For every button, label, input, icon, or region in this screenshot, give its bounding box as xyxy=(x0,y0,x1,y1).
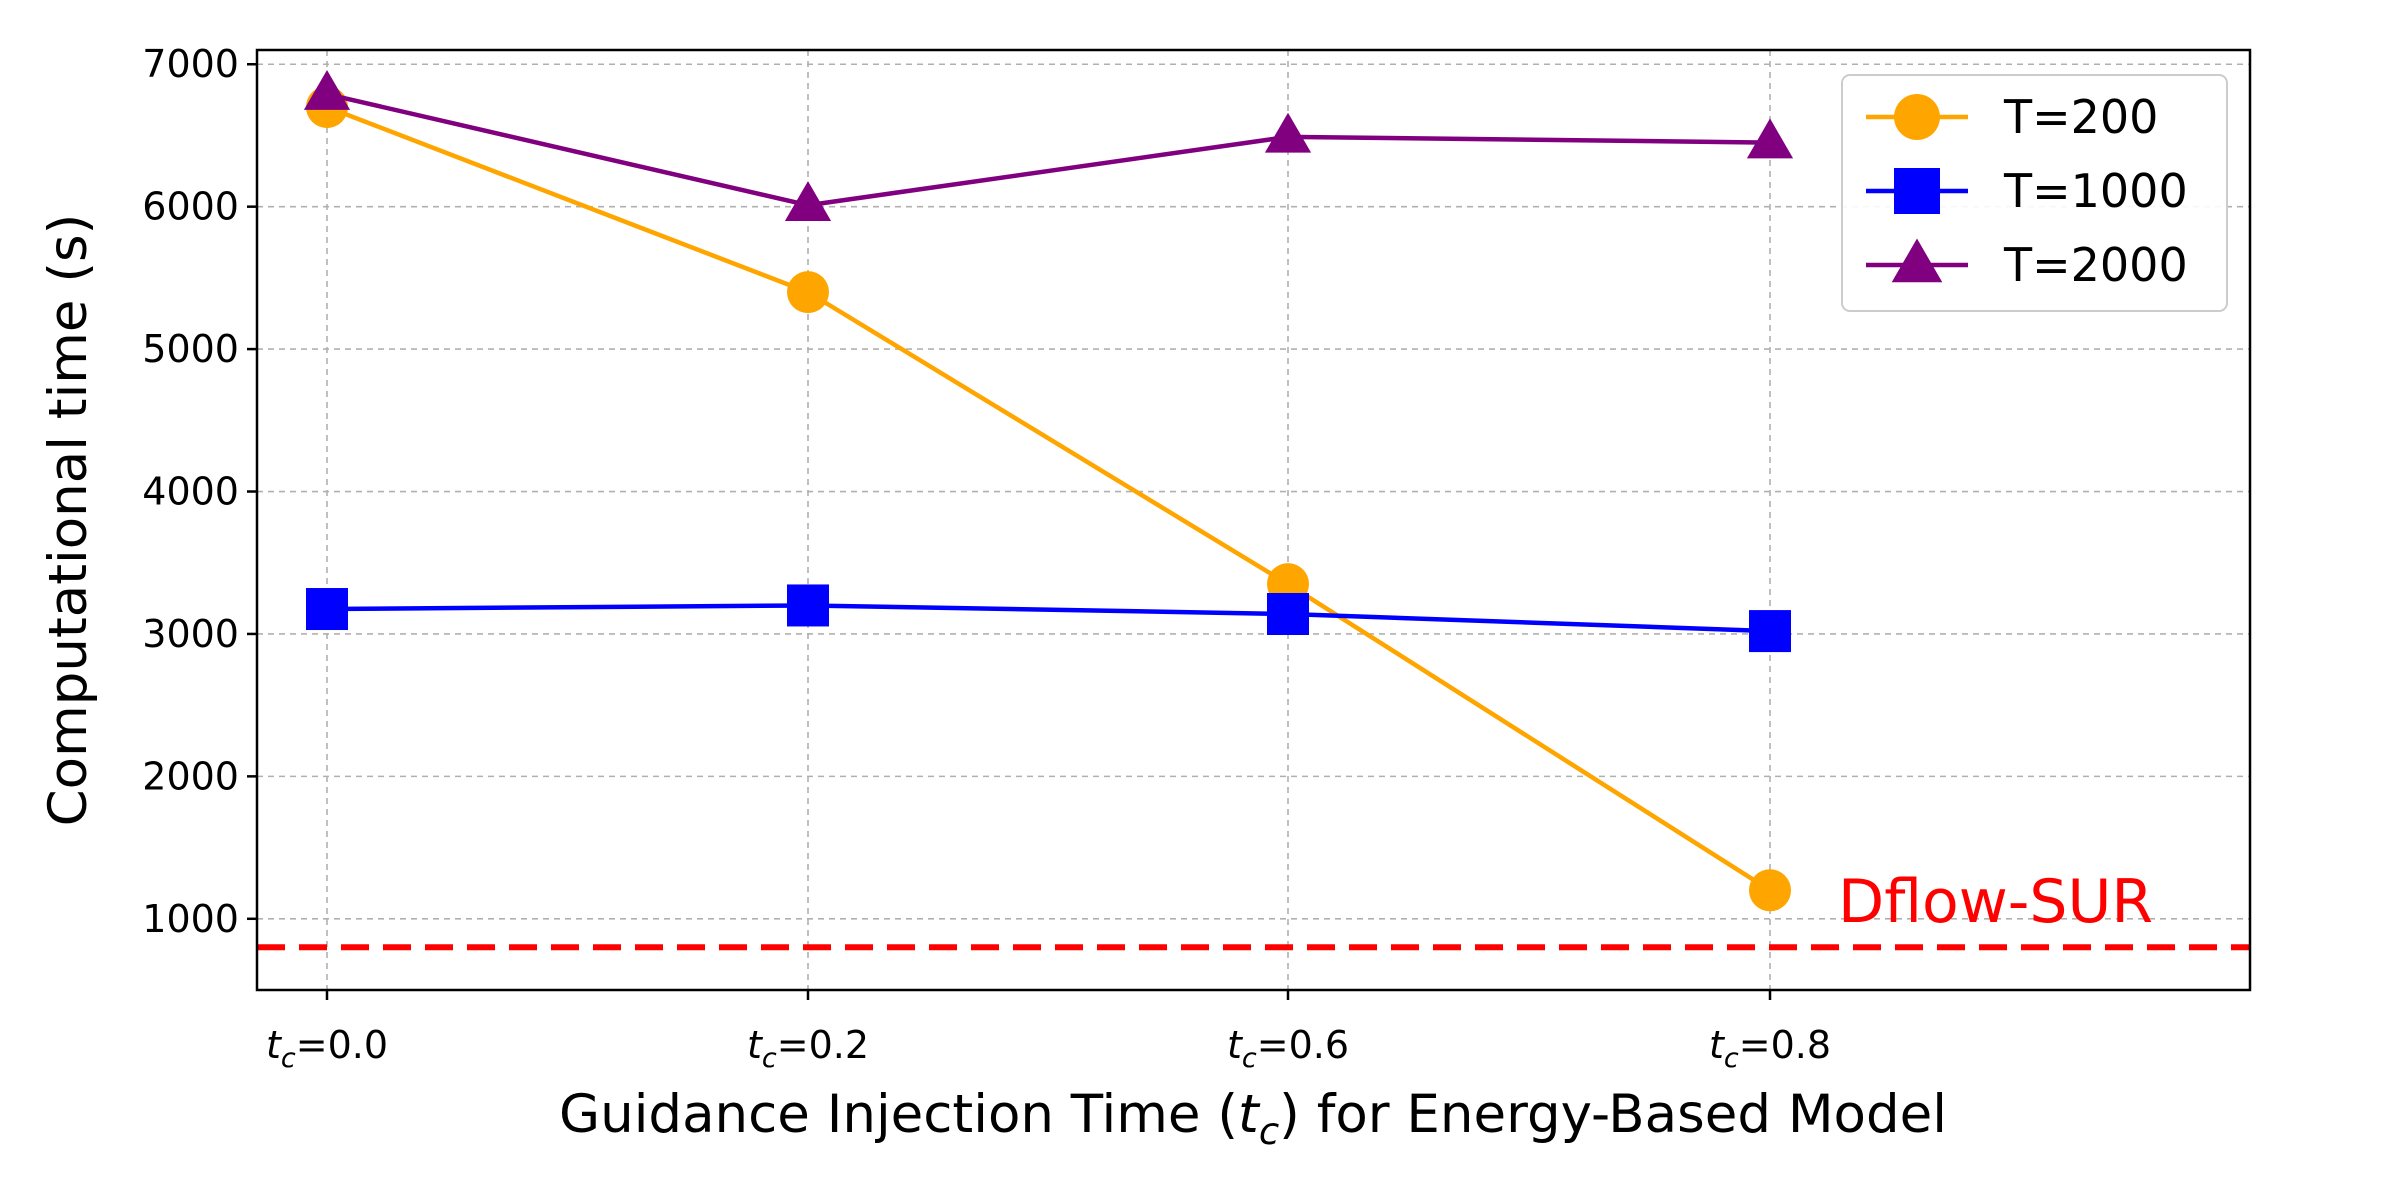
x-tick-label: tc=0.2 xyxy=(747,1023,869,1074)
x-tick-label: tc=0.6 xyxy=(1227,1023,1349,1074)
reference-line-label: Dflow-SUR xyxy=(1838,867,2153,937)
data-point-marker xyxy=(303,70,351,110)
data-point-marker xyxy=(784,181,832,221)
data-point-marker xyxy=(1264,112,1312,153)
series-group xyxy=(303,70,1794,912)
y-tick-label: 1000 xyxy=(142,897,239,941)
y-tick-label: 6000 xyxy=(142,185,239,229)
legend-entry: T=2000 xyxy=(1866,238,2188,292)
series-t-2000 xyxy=(303,70,1794,221)
legend-frame xyxy=(1841,74,2228,312)
y-axis-title: Computational time (s) xyxy=(38,214,99,827)
legend-entry: T=200 xyxy=(1866,90,2158,144)
x-tick-label: tc=0.8 xyxy=(1709,1023,1831,1074)
data-point-marker xyxy=(787,271,829,314)
x-axis-title: Guidance Injection Time (tc) for Energy-… xyxy=(559,1084,1947,1153)
y-tick-label: 4000 xyxy=(142,470,239,514)
series-t-200 xyxy=(306,85,1791,912)
series-t-1000 xyxy=(306,584,1791,653)
x-tick-label: tc=0.0 xyxy=(266,1023,388,1074)
plot-area-frame xyxy=(255,48,2252,992)
series-line xyxy=(326,603,1771,634)
series-line xyxy=(326,104,1772,893)
y-tick-label: 7000 xyxy=(142,42,239,86)
legend-marker xyxy=(1894,94,1940,140)
data-point-marker xyxy=(787,584,829,627)
data-point-marker xyxy=(306,588,348,631)
data-point-marker xyxy=(1749,610,1791,653)
legend-label: T=2000 xyxy=(2003,238,2188,292)
y-tick-label: 3000 xyxy=(142,612,239,656)
legend-entry: T=1000 xyxy=(1866,164,2188,218)
data-point-marker xyxy=(1746,118,1794,159)
data-point-marker xyxy=(1267,593,1309,635)
y-tick-label: 2000 xyxy=(142,754,239,798)
axis-ticks: 1000 2000 3000 4000 5000 6000 7000 tc=0.0 tc=0.2… xyxy=(142,42,1831,1074)
data-point-marker xyxy=(1749,869,1791,912)
legend: T=200 T=1000 T=2000 xyxy=(1841,74,2228,312)
series-line xyxy=(326,91,1771,208)
y-tick-label: 5000 xyxy=(142,327,239,371)
legend-label: T=1000 xyxy=(2003,164,2188,218)
legend-label: T=200 xyxy=(2003,90,2158,144)
legend-marker xyxy=(1894,168,1940,214)
legend-marker xyxy=(1891,238,1943,283)
